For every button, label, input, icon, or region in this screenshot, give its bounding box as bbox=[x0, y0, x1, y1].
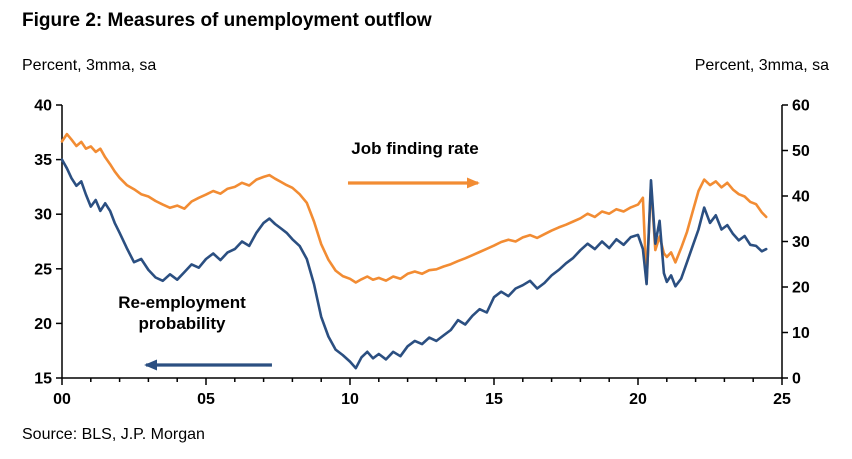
right-axis-unit-label: Percent, 3mma, sa bbox=[694, 57, 829, 74]
re-employment-probability-annotation: Re-employment probability bbox=[118, 293, 246, 334]
svg-text:40: 40 bbox=[34, 98, 52, 115]
svg-text:15: 15 bbox=[34, 371, 52, 388]
svg-text:20: 20 bbox=[792, 280, 810, 297]
svg-text:10: 10 bbox=[341, 391, 359, 408]
svg-text:15: 15 bbox=[485, 391, 503, 408]
svg-text:50: 50 bbox=[792, 143, 810, 160]
line-chart-plot: 15 20 25 30 35 40 0 10 20 30 40 50 60 00 05 10 15 20 25 bbox=[34, 98, 810, 409]
svg-text:10: 10 bbox=[792, 325, 810, 342]
svg-text:20: 20 bbox=[629, 391, 647, 408]
right-axis-tick-labels: 0 10 20 30 40 50 60 bbox=[792, 98, 810, 388]
chart-title: Figure 2: Measures of unemployment outfl… bbox=[22, 10, 432, 31]
series-line-re-employment-probability bbox=[60, 158, 768, 370]
axes bbox=[56, 104, 788, 385]
svg-text:0: 0 bbox=[792, 371, 801, 388]
left-axis-unit-label: Percent, 3mma, sa bbox=[22, 57, 157, 74]
svg-text:40: 40 bbox=[792, 189, 810, 206]
source-text: Source: BLS, J.P. Morgan bbox=[22, 426, 205, 443]
svg-text:25: 25 bbox=[34, 261, 52, 278]
left-axis-tick-labels: 15 20 25 30 35 40 bbox=[34, 98, 52, 388]
svg-text:20: 20 bbox=[34, 316, 52, 333]
svg-text:30: 30 bbox=[792, 234, 810, 251]
svg-text:05: 05 bbox=[197, 391, 215, 408]
svg-text:30: 30 bbox=[34, 207, 52, 224]
job-finding-rate-annotation: Job finding rate bbox=[351, 139, 479, 158]
svg-text:00: 00 bbox=[53, 391, 71, 408]
svg-text:35: 35 bbox=[34, 152, 52, 169]
svg-text:25: 25 bbox=[773, 391, 791, 408]
svg-text:60: 60 bbox=[792, 98, 810, 115]
series-line-job-finding-rate bbox=[60, 132, 768, 285]
plot-region: 15 20 25 30 35 40 0 10 20 30 40 50 60 00 05 10 15 20 25 Jo… bbox=[0, 88, 852, 418]
x-axis-tick-labels: 00 05 10 15 20 25 bbox=[53, 391, 791, 408]
